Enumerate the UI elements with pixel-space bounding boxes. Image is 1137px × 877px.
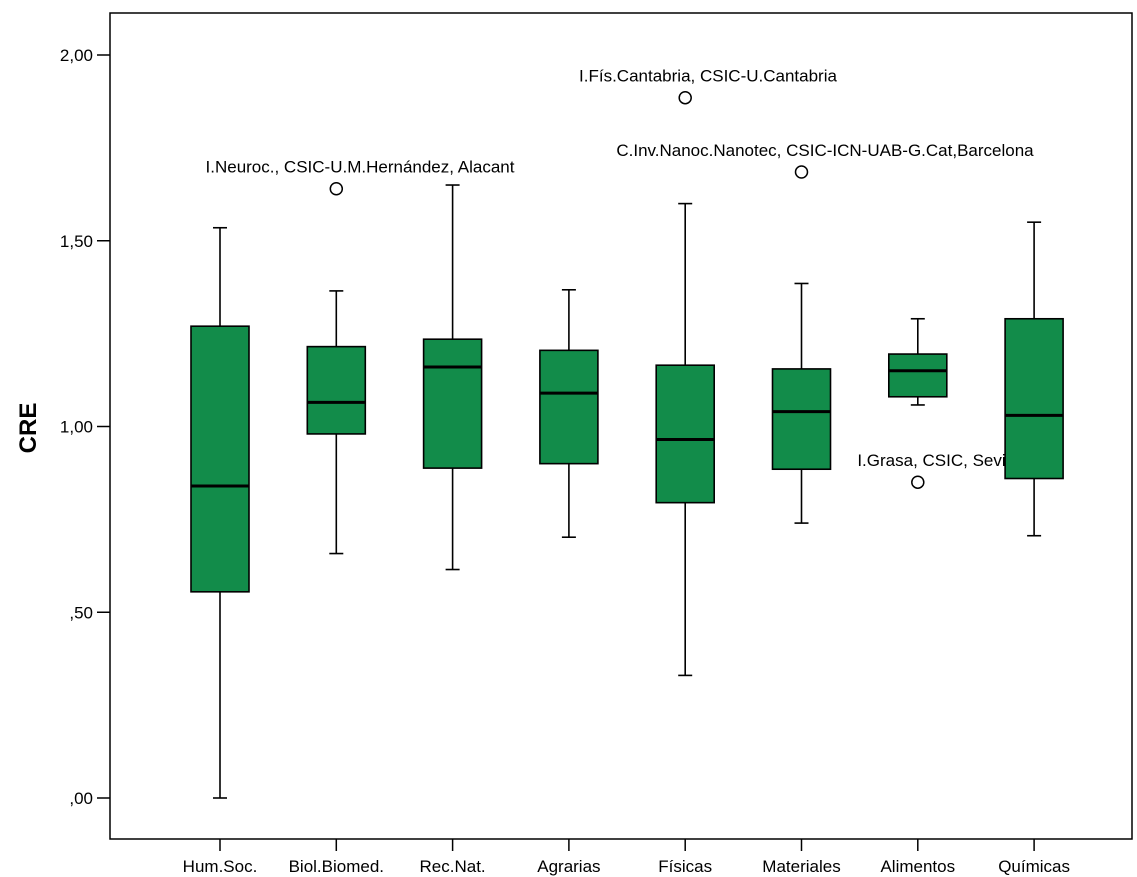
box-iqr (422, 338, 483, 469)
outlier-label: I.Fís.Cantabria, CSIC-U.Cantabria (579, 67, 837, 86)
x-tick-label: Hum.Soc. (183, 857, 258, 876)
outlier-point (329, 181, 344, 196)
box-iqr (190, 325, 250, 593)
outlier-point (678, 90, 692, 105)
x-tick-label: Biol.Biomed. (289, 857, 384, 876)
x-tick-label: Agrarias (537, 857, 600, 876)
box-iqr (887, 353, 948, 398)
x-tick-label: Químicas (998, 857, 1070, 876)
box-iqr (1004, 317, 1064, 480)
outlier-point (911, 475, 925, 489)
x-tick-label: Rec.Nat. (420, 857, 486, 876)
box-iqr (306, 345, 367, 435)
y-tick-label: 1,50 (60, 232, 93, 251)
x-tick-label: Físicas (658, 857, 712, 876)
outlier-label: C.Inv.Nanoc.Nanotec, CSIC-ICN-UAB-G.Cat,… (616, 141, 1034, 160)
box-4: I.Fís.Cantabria, CSIC-U.Cantabria (579, 67, 838, 677)
box-3 (539, 288, 599, 539)
box-6: I.Grasa, CSIC, Sevilla (857, 317, 1023, 489)
box-iqr (539, 349, 599, 465)
y-tick-label: ,00 (69, 789, 93, 808)
box-0 (190, 226, 250, 799)
y-axis-label: CRE (15, 403, 42, 454)
box-7 (1004, 221, 1064, 537)
box-1: I.Neuroc., CSIC-U.M.Hernández, Alacant (206, 158, 515, 555)
outlier-label: I.Neuroc., CSIC-U.M.Hernández, Alacant (206, 158, 515, 177)
plot-frame (109, 12, 1133, 840)
y-tick-label: 2,00 (60, 46, 93, 65)
y-axis: ,00 ,50 1,00 1,50 2,00 (60, 46, 110, 808)
outlier-label: I.Grasa, CSIC, Sevilla (857, 451, 1023, 470)
y-tick-label: 1,00 (60, 418, 93, 437)
box-5: C.Inv.Nanoc.Nanotec, CSIC-ICN-UAB-G.Cat,… (616, 141, 1034, 524)
x-axis: Hum.Soc. Biol.Biomed. Rec.Nat. Agrarias Físi… (183, 839, 1070, 876)
y-tick-label: ,50 (69, 603, 93, 622)
outlier-point (794, 165, 809, 179)
x-tick-label: Materiales (762, 857, 840, 876)
box-iqr (771, 368, 832, 471)
box-series: I.Neuroc., CSIC-U.M.Hernández, Alacant I.… (190, 67, 1064, 799)
x-tick-label: Alimentos (880, 857, 955, 876)
box-iqr (655, 364, 716, 504)
box-2 (422, 184, 483, 571)
